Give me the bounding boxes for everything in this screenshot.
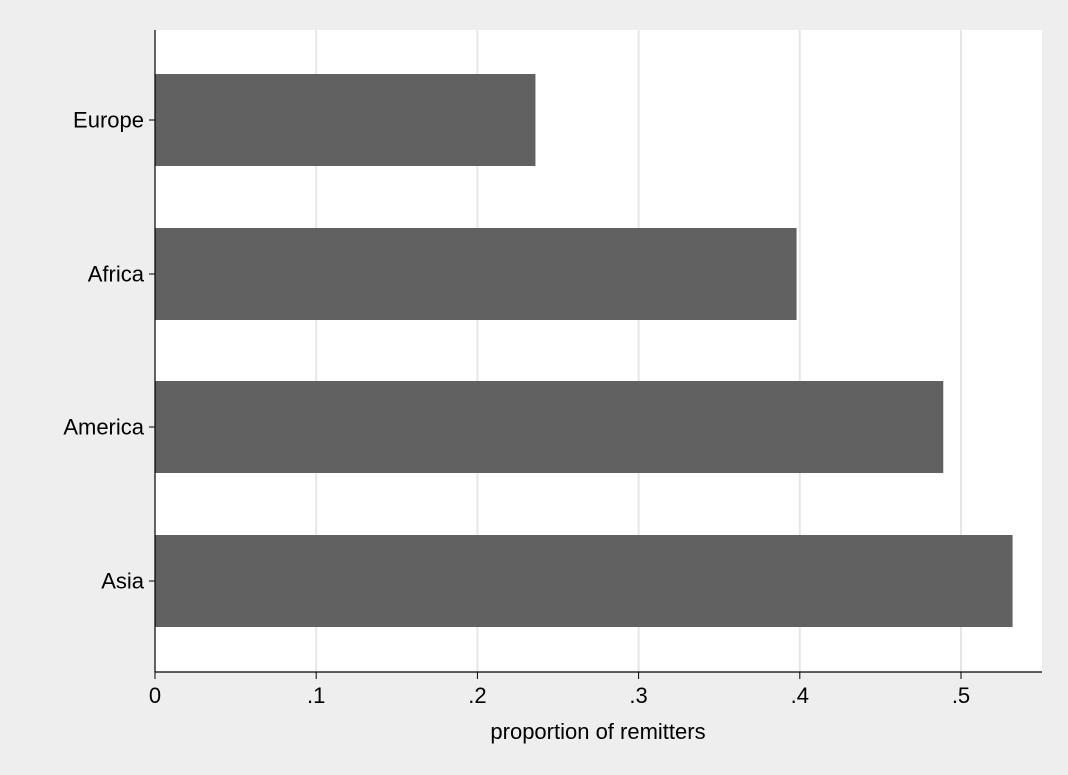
bar-asia	[155, 535, 1013, 627]
x-tick-label: .4	[791, 683, 809, 708]
x-tick-label: .2	[468, 683, 486, 708]
bar-europe	[155, 74, 536, 166]
x-tick-label: 0	[149, 683, 161, 708]
category-label: America	[63, 415, 144, 440]
category-label: Africa	[88, 262, 145, 287]
category-label: Europe	[73, 108, 144, 133]
x-tick-label: .5	[952, 683, 970, 708]
x-tick-label: .1	[307, 683, 325, 708]
x-axis-title: proportion of remitters	[490, 719, 705, 744]
x-tick-label: .3	[629, 683, 647, 708]
category-label: Asia	[101, 569, 145, 594]
bar-america	[155, 381, 944, 473]
bar-africa	[155, 228, 797, 320]
